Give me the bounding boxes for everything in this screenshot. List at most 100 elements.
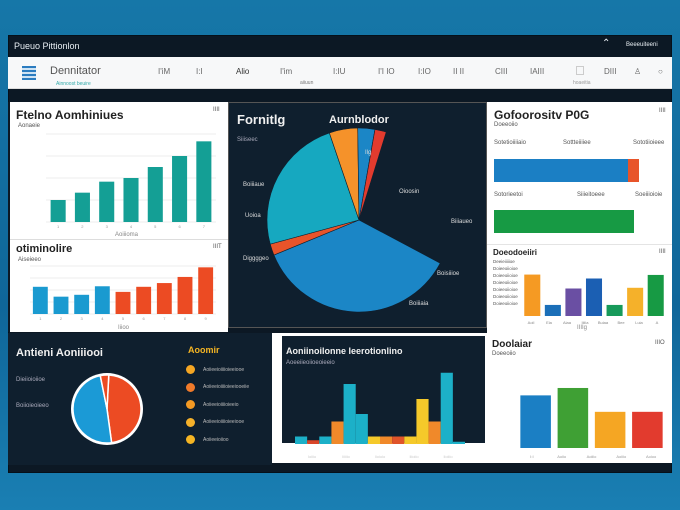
menu-logo-icon[interactable]	[22, 66, 36, 80]
pie-slice	[358, 129, 387, 221]
summary-bar-chart: I:I Aoiio Aoiiio Aoiiio Aoioo	[520, 387, 663, 459]
bar	[32, 286, 48, 314]
pie-label: Boiiiaia	[409, 301, 429, 307]
x-tick-label: Buiaa	[598, 320, 609, 325]
legend-label: Aoiieeioiioo	[203, 436, 229, 443]
pie-label: Uoioa	[245, 213, 261, 219]
pie-label: Biiiaueo	[451, 219, 473, 225]
axis-caption: Aoiiioma	[115, 232, 139, 238]
panel-menu[interactable]: IIII	[659, 249, 666, 255]
progress-bar	[494, 159, 639, 182]
growth-bar-chart: 1 2 3 4 5 6 7	[46, 133, 216, 229]
pie-slice	[266, 132, 360, 245]
panel-subtitle: Aoeeiieoiioeoieeio	[286, 360, 335, 366]
progress-label: Sotetioiiiiaio	[494, 140, 527, 146]
panel-note: Boiioieoieeo	[16, 403, 49, 409]
bar	[53, 296, 69, 314]
bar	[585, 278, 603, 316]
pie-label: Ilg	[365, 150, 372, 156]
account-label[interactable]: Beeeuiteeni	[626, 42, 658, 48]
toolbar-item[interactable]: I'I IO	[378, 67, 395, 76]
bar	[627, 287, 644, 316]
panel-subtitle: Aonaeie	[18, 123, 41, 129]
toolbar-caption: aiiuun	[300, 80, 314, 86]
bar	[544, 304, 561, 316]
panel-menu[interactable]: IIII	[213, 107, 220, 113]
x-tick-label: 3	[106, 224, 109, 229]
checkbox[interactable]	[576, 66, 584, 75]
x-tick-label: Aiaa	[563, 320, 572, 325]
legend-label: Aoiieeioiiiioieeiooe	[203, 366, 245, 373]
toolbar-item[interactable]: I'iM	[158, 67, 171, 76]
panel-title-secondary: Aurnblodor	[329, 114, 389, 126]
x-tick-label: 7	[163, 316, 166, 321]
bar	[74, 294, 90, 314]
row-label: Doieeoiioioe	[493, 301, 518, 306]
legend-dot-icon	[186, 435, 195, 445]
caret-up-icon[interactable]: ⌃	[602, 38, 611, 49]
panel-menu[interactable]: IIII	[659, 108, 666, 114]
share-pie-chart	[266, 127, 441, 313]
row-label: Doieeoiioioe	[493, 266, 518, 271]
bar	[440, 372, 453, 444]
panel-title: Gofoorositv P0G	[494, 108, 590, 122]
panel-subtitle: Aiseieeo	[18, 257, 42, 263]
x-tick-label: 2	[60, 316, 63, 321]
bar	[606, 304, 623, 316]
x-tick-label: 8	[184, 316, 187, 321]
search-icon[interactable]: ○	[658, 67, 663, 76]
legend-item: Aoiieeioiiiioieeiooeiie	[186, 379, 249, 397]
bar	[594, 411, 626, 448]
pie-label: Boisiiioe	[437, 271, 460, 277]
bar	[156, 283, 172, 314]
toolbar-item[interactable]: I:I	[196, 67, 203, 76]
legend-item: Aoiieeioiiiioieeiooe	[186, 361, 249, 379]
x-tick-label: Aoioo	[646, 454, 657, 459]
legend-item: Aoiieeioiioo	[186, 431, 249, 449]
toolbar-item[interactable]: I:IU	[333, 67, 346, 76]
x-tick-label: Eia	[546, 320, 553, 325]
toolbar-item[interactable]: II II	[453, 67, 465, 76]
toolbar-caption: hoaeitia	[573, 80, 591, 86]
bar	[74, 192, 90, 222]
legend-dot-icon	[186, 417, 195, 427]
pie-label: Boiiiaue	[243, 182, 265, 188]
progress-label: Sottteiiiiee	[563, 140, 591, 146]
x-tick-label: Iiiiia	[582, 320, 590, 325]
toolbar-item[interactable]: IAIII	[530, 67, 545, 76]
toolbar-item[interactable]: I:IO	[418, 67, 431, 76]
user-icon[interactable]: ♙	[634, 67, 642, 76]
bar	[115, 291, 131, 314]
x-tick-label: Iiioiio	[409, 454, 419, 459]
toolbar-item[interactable]: CIII	[495, 67, 508, 76]
title-bar: Pueuo Pittionlon ⌃ Beeeuiteeni	[8, 35, 672, 57]
x-tick-label: Aoiio	[557, 454, 567, 459]
toolbar-item[interactable]: DIII	[604, 67, 617, 76]
bar	[565, 288, 582, 316]
toolbar-item[interactable]: I'im	[280, 67, 293, 76]
legend-dot-icon	[186, 382, 195, 392]
bar	[343, 384, 356, 444]
bar	[99, 181, 115, 222]
bar	[404, 436, 417, 444]
progress-label: Siiieitoeee	[577, 192, 605, 198]
progress-fill	[494, 159, 629, 182]
app-name: Dennitator	[50, 65, 101, 77]
x-tick-label: 5	[154, 224, 157, 229]
panel-note: Dieiioioiioe	[16, 377, 46, 383]
panel-menu[interactable]: IIIO	[655, 340, 665, 346]
progress-fill	[494, 210, 635, 233]
axis-caption: Iiioo	[118, 325, 130, 331]
categories-bar-chart: Aoil Eia Aiaa Iiiiia Buiaa Bee Luia A	[524, 274, 664, 325]
legend-dot-icon	[186, 365, 195, 375]
legend-title: Aoomir	[188, 345, 220, 355]
pie-slice	[106, 374, 142, 444]
panel-title: Doeodoeiiri	[493, 248, 538, 257]
toolbar-item[interactable]: Alio	[236, 67, 250, 76]
divider	[10, 239, 228, 240]
bar	[319, 436, 332, 444]
panel-menu[interactable]: IIIT	[213, 244, 222, 250]
x-tick-label: 2	[81, 224, 84, 229]
panel-title: Doolaiar	[492, 339, 533, 350]
panel-title: Fornitlg	[237, 112, 286, 127]
